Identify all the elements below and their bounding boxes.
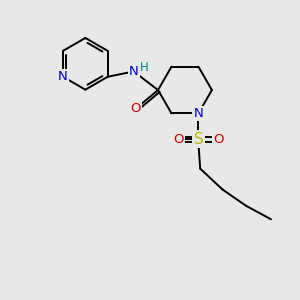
Text: N: N (194, 107, 203, 120)
Text: O: O (213, 133, 224, 146)
Text: N: N (129, 65, 139, 78)
Text: O: O (173, 133, 184, 146)
Text: N: N (58, 70, 68, 83)
Text: S: S (194, 132, 203, 147)
Text: O: O (130, 102, 141, 115)
Text: H: H (140, 61, 149, 74)
